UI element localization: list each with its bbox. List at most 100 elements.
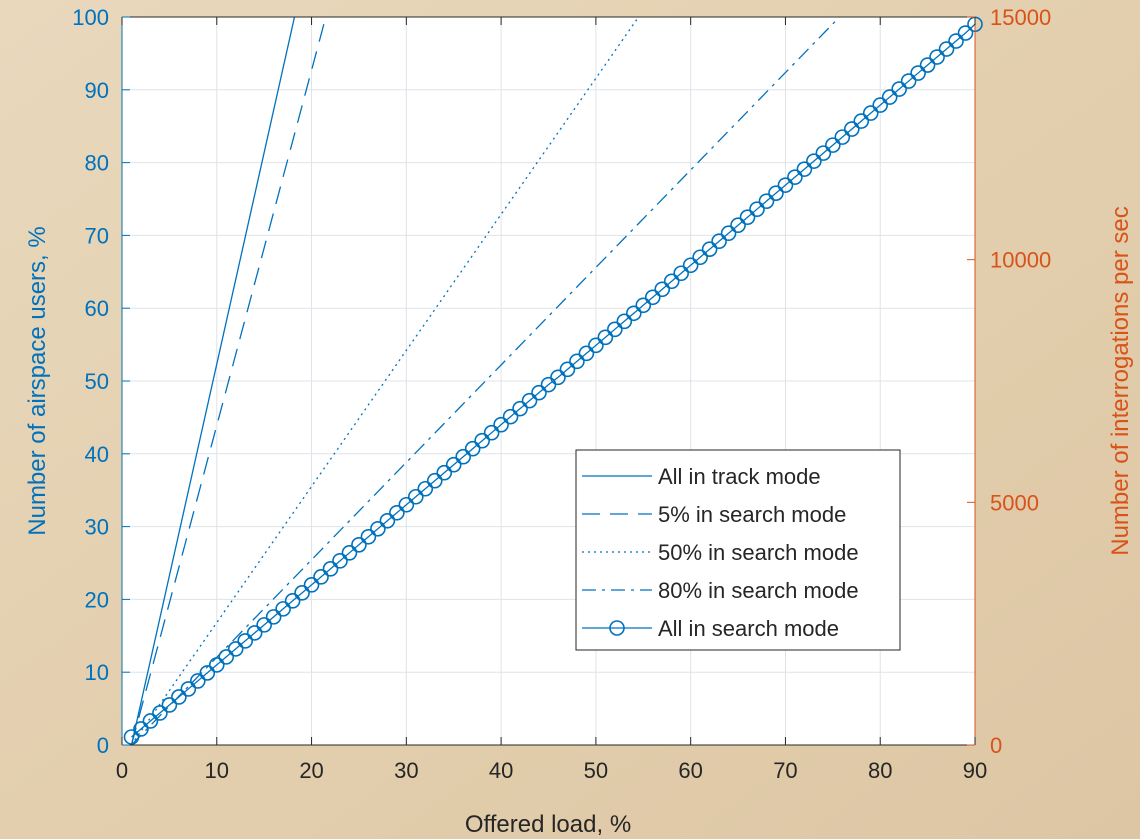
x-tick-label: 70 xyxy=(773,758,797,783)
series-point xyxy=(332,553,348,569)
series-point xyxy=(360,528,377,545)
series-point xyxy=(550,369,566,386)
series-point xyxy=(872,97,889,113)
series-point xyxy=(957,25,974,41)
y-tick-label: 0 xyxy=(97,733,109,758)
series-point xyxy=(303,577,320,593)
series-point xyxy=(237,633,254,649)
series-point xyxy=(171,689,187,705)
x-tick-label: 60 xyxy=(678,758,702,783)
series-point xyxy=(569,353,585,370)
series-point xyxy=(654,281,671,298)
x-tick-label: 50 xyxy=(584,758,608,783)
legend-label-5: All in search mode xyxy=(658,616,839,641)
series-line-3 xyxy=(130,17,640,745)
series-point xyxy=(502,408,519,425)
legend-box xyxy=(575,449,901,651)
series-point xyxy=(682,257,699,274)
series-point xyxy=(607,321,623,338)
y-tick-label: 50 xyxy=(85,369,109,394)
series-point xyxy=(597,329,614,346)
series-line-4 xyxy=(131,17,840,745)
series-point xyxy=(190,673,206,689)
series-point xyxy=(398,496,415,513)
y-tick-label: 10 xyxy=(85,660,109,685)
y2-tick-label: 10000 xyxy=(990,248,1051,273)
series-point xyxy=(256,617,272,633)
series-point xyxy=(161,697,178,713)
series-point xyxy=(474,432,490,449)
x-axis-label: Offered load, % xyxy=(465,811,631,838)
legend-label-1: All in track mode xyxy=(658,464,821,489)
series-point xyxy=(275,601,291,617)
series-markers xyxy=(123,16,983,745)
series-line-2 xyxy=(130,17,327,745)
series-point xyxy=(389,504,405,521)
series-point xyxy=(370,520,386,537)
legend-label-4: 80% in search mode xyxy=(658,578,859,603)
legend-marker xyxy=(609,620,625,636)
series-point xyxy=(787,169,803,185)
x-tick-label: 40 xyxy=(489,758,513,783)
y2-axis-label: Number of interrogations per sec xyxy=(1107,206,1134,556)
series-point xyxy=(123,729,140,745)
series-point xyxy=(730,217,746,234)
series-point xyxy=(749,201,765,217)
x-tick-label: 10 xyxy=(205,758,229,783)
series-point xyxy=(445,456,462,473)
series-point xyxy=(208,657,225,673)
series-point xyxy=(692,249,708,266)
series-point xyxy=(493,416,509,433)
legend-label-2: 5% in search mode xyxy=(658,502,846,527)
x-tick-label: 30 xyxy=(394,758,418,783)
series-point xyxy=(881,89,898,105)
y2-tick-label: 5000 xyxy=(990,490,1039,515)
y-tick-label: 100 xyxy=(72,5,109,30)
series-point xyxy=(758,193,775,209)
series-point xyxy=(825,137,841,153)
axes xyxy=(121,16,976,746)
series-point xyxy=(199,665,216,681)
y2-tick-label: 15000 xyxy=(990,5,1051,30)
series-point xyxy=(408,488,424,505)
series-point xyxy=(663,273,680,290)
series-point xyxy=(777,177,794,193)
series-point xyxy=(673,265,689,282)
series-point xyxy=(152,705,168,721)
series-point xyxy=(227,641,244,657)
series-point xyxy=(815,145,832,161)
series-point xyxy=(588,337,604,354)
series-point xyxy=(900,73,917,89)
series-point xyxy=(180,681,197,697)
series-point xyxy=(853,113,870,129)
series-point xyxy=(512,400,528,417)
tick-labels: 0 10 20 30 40 50 60 70 80 90010203040506070809010… xyxy=(72,5,1051,783)
x-tick-label: 80 xyxy=(868,758,892,783)
y2-tick-label: 0 xyxy=(990,733,1002,758)
series-point xyxy=(294,585,310,601)
series-point xyxy=(862,105,879,121)
series-point xyxy=(711,233,727,250)
y-tick-label: 60 xyxy=(85,296,109,321)
series-point xyxy=(625,305,642,322)
series-point xyxy=(578,345,595,362)
series-point xyxy=(559,361,576,378)
series-point xyxy=(635,297,652,314)
y-tick-label: 70 xyxy=(85,223,109,248)
series-point xyxy=(436,464,453,481)
y-tick-label: 40 xyxy=(85,442,109,467)
series-point xyxy=(929,49,945,65)
series-point xyxy=(455,448,472,465)
series-point xyxy=(417,480,434,497)
x-tick-label: 0 xyxy=(116,758,128,783)
series-point xyxy=(910,65,926,81)
y-axis-label: Number of airspace users, % xyxy=(24,226,51,535)
series-point xyxy=(891,81,907,97)
plot-lines xyxy=(130,17,975,745)
series-point xyxy=(948,33,964,49)
series-point xyxy=(521,392,538,409)
series-point xyxy=(464,440,481,457)
x-tick-label: 90 xyxy=(963,758,987,783)
series-point xyxy=(843,121,860,137)
